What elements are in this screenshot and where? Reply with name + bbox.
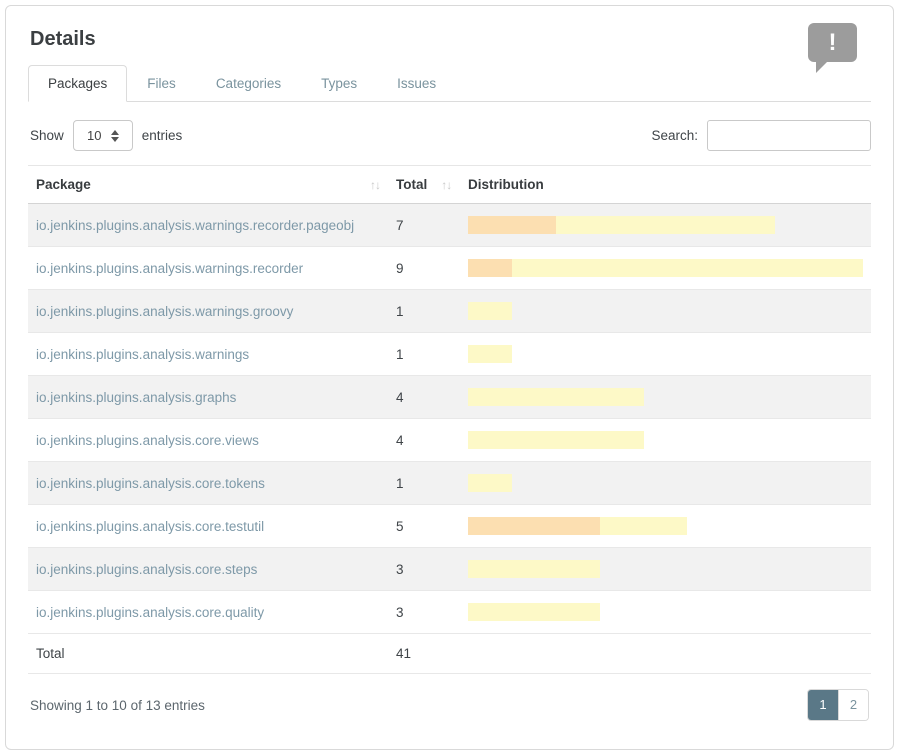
total-cell: 4: [388, 418, 460, 462]
package-header-label: Package: [36, 177, 91, 192]
total-cell: 7: [388, 203, 460, 247]
package-link[interactable]: io.jenkins.plugins.analysis.core.quality: [36, 604, 265, 620]
total-header-label: Total: [396, 177, 428, 192]
distribution-segment-high: [468, 259, 512, 277]
distribution-segment-normal: [555, 216, 776, 234]
distribution-bar: [468, 603, 863, 621]
package-link[interactable]: io.jenkins.plugins.analysis.core.views: [36, 432, 259, 448]
total-cell: 1: [388, 461, 460, 505]
distribution-header-label: Distribution: [468, 177, 544, 192]
package-link[interactable]: io.jenkins.plugins.analysis.core.steps: [36, 561, 258, 577]
footer-total-value: 41: [388, 633, 460, 674]
search-label: Search:: [651, 128, 698, 143]
column-header-distribution: Distribution: [460, 165, 871, 204]
table-row: io.jenkins.plugins.analysis.core.tokens …: [28, 461, 871, 505]
distribution-segment-high: [468, 517, 600, 535]
table-footer-row: Total 41: [28, 633, 871, 674]
distribution-bar: [468, 517, 863, 535]
sort-icon[interactable]: ↑↓: [370, 177, 381, 192]
page-length-value: 10: [87, 128, 102, 143]
entries-label: entries: [141, 128, 183, 143]
distribution-segment-normal: [468, 388, 644, 406]
distribution-bar: [468, 345, 863, 363]
pagination: 1 2: [807, 689, 869, 721]
search-control: Search:: [651, 120, 871, 151]
page-title: Details: [30, 28, 96, 50]
distribution-segment-normal: [468, 474, 512, 492]
table-row: io.jenkins.plugins.analysis.warnings 1: [28, 332, 871, 376]
package-link[interactable]: io.jenkins.plugins.analysis.warnings.rec…: [36, 260, 304, 276]
page-button-2[interactable]: 2: [838, 690, 868, 720]
table-row: io.jenkins.plugins.analysis.graphs 4: [28, 375, 871, 419]
table-row: io.jenkins.plugins.analysis.core.quality…: [28, 590, 871, 634]
distribution-segment-normal: [468, 603, 600, 621]
page-length-select[interactable]: 10: [72, 120, 133, 151]
total-cell: 3: [388, 547, 460, 591]
distribution-segment-high: [468, 216, 556, 234]
select-updown-icon: [110, 129, 119, 142]
packages-table: Package ↑↓ Total ↑↓ Distribution io.jenk…: [28, 165, 871, 674]
table-footer-bar: Showing 1 to 10 of 13 entries 1 2: [30, 689, 869, 721]
total-cell: 5: [388, 504, 460, 548]
distribution-segment-normal: [468, 345, 512, 363]
distribution-bar: [468, 302, 863, 320]
sort-icon[interactable]: ↑↓: [441, 177, 452, 192]
distribution-segment-normal: [599, 517, 688, 535]
distribution-bar: [468, 560, 863, 578]
package-link[interactable]: io.jenkins.plugins.analysis.graphs: [36, 389, 237, 405]
table-row: io.jenkins.plugins.analysis.core.steps 3: [28, 547, 871, 591]
package-link[interactable]: io.jenkins.plugins.analysis.warnings: [36, 346, 250, 362]
package-link[interactable]: io.jenkins.plugins.analysis.warnings.gro…: [36, 303, 294, 319]
package-link[interactable]: io.jenkins.plugins.analysis.warnings.rec…: [36, 217, 355, 233]
total-cell: 1: [388, 289, 460, 333]
package-link[interactable]: io.jenkins.plugins.analysis.core.testuti…: [36, 518, 265, 534]
distribution-segment-normal: [511, 259, 863, 277]
table-header-row: Package ↑↓ Total ↑↓ Distribution: [28, 165, 871, 204]
distribution-bar: [468, 216, 863, 234]
table-row: io.jenkins.plugins.analysis.warnings.rec…: [28, 203, 871, 247]
total-cell: 3: [388, 590, 460, 634]
distribution-bar: [468, 388, 863, 406]
distribution-bar: [468, 431, 863, 449]
tab-packages[interactable]: Packages: [28, 65, 128, 102]
column-header-total[interactable]: Total ↑↓: [388, 165, 460, 204]
column-header-package[interactable]: Package ↑↓: [28, 165, 388, 204]
total-cell: 1: [388, 332, 460, 376]
page-button-1[interactable]: 1: [808, 690, 838, 720]
distribution-segment-normal: [468, 302, 512, 320]
page-length-control: Show 10 entries: [30, 120, 182, 151]
distribution-bar: [468, 474, 863, 492]
search-input[interactable]: [707, 120, 871, 151]
tab-types[interactable]: Types: [321, 76, 358, 91]
distribution-segment-normal: [468, 431, 644, 449]
show-label: Show: [30, 128, 64, 143]
table-row: io.jenkins.plugins.analysis.warnings.rec…: [28, 246, 871, 290]
footer-total-label: Total: [28, 633, 388, 674]
table-row: io.jenkins.plugins.analysis.warnings.gro…: [28, 289, 871, 333]
total-cell: 4: [388, 375, 460, 419]
details-card: ! Details Packages Files Categories Type…: [5, 5, 894, 750]
distribution-bar: [468, 259, 863, 277]
table-controls: Show 10 entries Search:: [30, 120, 871, 151]
tab-files[interactable]: Files: [147, 76, 176, 91]
distribution-segment-normal: [468, 560, 600, 578]
table-row: io.jenkins.plugins.analysis.core.views 4: [28, 418, 871, 462]
entries-info-text: Showing 1 to 10 of 13 entries: [30, 697, 205, 713]
warning-bubble-icon: !: [808, 23, 857, 73]
table-row: io.jenkins.plugins.analysis.core.testuti…: [28, 504, 871, 548]
package-link[interactable]: io.jenkins.plugins.analysis.core.tokens: [36, 475, 265, 491]
tab-bar: Packages Files Categories Types Issues: [28, 65, 871, 102]
tab-categories[interactable]: Categories: [215, 76, 282, 91]
total-cell: 9: [388, 246, 460, 290]
warning-bubble-glyph: !: [828, 28, 837, 56]
tab-issues[interactable]: Issues: [397, 76, 437, 91]
